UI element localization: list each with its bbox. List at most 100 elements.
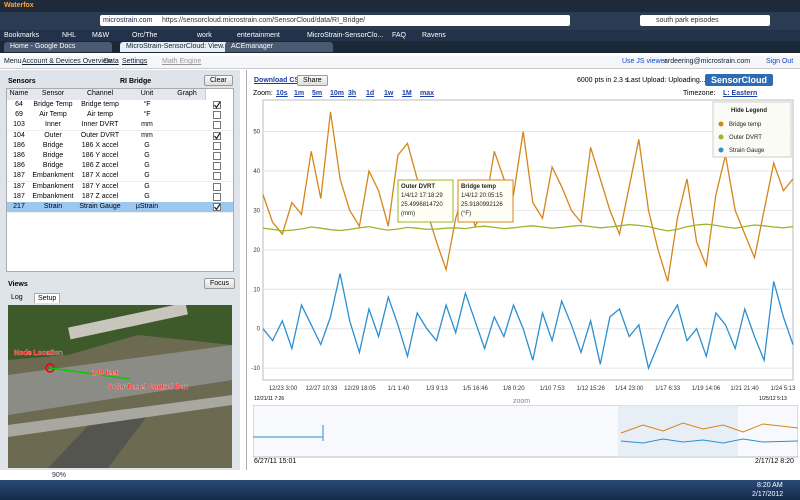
- graph-checkbox[interactable]: [213, 131, 221, 140]
- zoom-option[interactable]: 1m: [294, 90, 305, 97]
- tooltip: [397, 179, 454, 223]
- bookmarks-bar: Bookmarks NHL M&W Orc/The work entertainment M…: [0, 30, 800, 41]
- sensor-cell: Embankment: [32, 182, 74, 190]
- download-csv[interactable]: Download CSV: [254, 77, 304, 84]
- sensor-cell: Embankment: [32, 172, 74, 180]
- sensor-cell: 69: [15, 111, 23, 119]
- nav-end: 2/17/12 8:20: [755, 458, 794, 465]
- share-button[interactable]: Share: [297, 75, 328, 86]
- graph-checkbox[interactable]: [213, 203, 221, 211]
- zoom-option[interactable]: 10s: [276, 90, 288, 97]
- device-name: RI Bridge: [120, 78, 152, 85]
- url: https://sensorcloud.microstrain.com/Sens…: [162, 17, 366, 24]
- navigator: [253, 405, 798, 458]
- zoom-level: 90%: [52, 472, 67, 479]
- timezone-label: Timezone:: [683, 90, 716, 97]
- address-bar[interactable]: microstrain.com https://sensorcloud.micro…: [100, 15, 570, 26]
- zoom-option[interactable]: 3h: [348, 90, 357, 97]
- sensor-row[interactable]: 217 Strain Strain Gauge µStrain: [7, 202, 233, 213]
- menu-item[interactable]: Data: [104, 58, 119, 65]
- sensor-cell: G: [144, 141, 150, 149]
- sensor-cell: Bridge: [42, 152, 64, 159]
- timezone[interactable]: L: Eastern: [723, 90, 758, 97]
- sensor-cell: 187 X accel: [81, 172, 119, 180]
- navigator-window[interactable]: [618, 405, 738, 457]
- series-line: [262, 111, 794, 282]
- sensor-cell: G: [144, 192, 150, 200]
- menu-item: Math Engine: [162, 58, 202, 65]
- column-header: Unit: [125, 89, 170, 100]
- bookmark[interactable]: work: [197, 32, 212, 39]
- tab[interactable]: ACEmanager: [225, 42, 333, 52]
- graph-checkbox[interactable]: [213, 121, 221, 130]
- menu-item[interactable]: Menu: [4, 58, 22, 65]
- menu-right[interactable]: Use JS viewer: [622, 58, 667, 65]
- menu-item[interactable]: Settings: [122, 58, 148, 65]
- navigator-line: [620, 438, 798, 444]
- x-tick-label: 1/3 9:13: [426, 386, 448, 392]
- legend-box: [712, 101, 792, 158]
- app-menu: Menu Account & Devices Overview Data Settin…: [0, 56, 800, 69]
- x-tick-label: 1/8 0:20: [503, 386, 525, 392]
- tab[interactable]: MicroStrain-SensorCloud: View...: [120, 42, 229, 52]
- tooltip-text: 25.4996814720: [401, 202, 443, 208]
- y-tick-label: 40: [253, 169, 260, 175]
- photo-road: [48, 415, 148, 468]
- sensor-cell: G: [144, 182, 150, 190]
- checkbox-box: [213, 152, 221, 160]
- bookmark[interactable]: FAQ: [392, 32, 407, 39]
- zoom-option[interactable]: 1d: [366, 90, 375, 97]
- zoom-option[interactable]: 10m: [330, 90, 345, 97]
- menu-right[interactable]: Sign Out: [766, 58, 794, 65]
- zoom-option[interactable]: 5m: [312, 90, 323, 97]
- zoom-option[interactable]: 1M: [402, 90, 412, 97]
- graph-checkbox[interactable]: [213, 192, 221, 201]
- navigator-zoom[interactable]: zoom: [513, 398, 531, 405]
- checkbox-box: [213, 101, 221, 109]
- series-line: [262, 223, 794, 232]
- focus-button[interactable]: Focus: [204, 278, 236, 289]
- tab-label: Home - Google Docs: [10, 43, 76, 50]
- legend-swatch: [718, 134, 724, 140]
- left-panel: Sensors RI Bridge Clear Name Sensor Channel Un…: [0, 70, 240, 470]
- sensor-cell: mm: [141, 131, 153, 139]
- clear-button[interactable]: Clear: [204, 75, 233, 86]
- sensor-cell: 186 Z accel: [81, 162, 119, 170]
- graph-checkbox[interactable]: [213, 182, 221, 191]
- graph-checkbox[interactable]: [213, 101, 221, 109]
- bookmark[interactable]: M&W: [92, 32, 110, 39]
- sensor-cell: Air temp: [86, 111, 114, 119]
- x-tick-label: 1/21 21:40: [730, 386, 759, 392]
- menu-item[interactable]: Account & Devices Overview: [22, 58, 112, 65]
- search-box[interactable]: south park episodes: [640, 15, 770, 26]
- checkbox-box: [213, 182, 221, 191]
- graph-checkbox[interactable]: [213, 111, 221, 120]
- bookmark[interactable]: entertainment: [237, 32, 280, 39]
- range-start: 12/21/11 7:26: [254, 396, 285, 402]
- graph-checkbox[interactable]: [213, 152, 221, 160]
- bookmark[interactable]: NHL: [62, 32, 77, 39]
- x-tick-label: 1/24 5:13: [770, 386, 796, 392]
- graph-checkbox[interactable]: [213, 141, 221, 150]
- tab[interactable]: Home - Google Docs: [4, 42, 112, 52]
- view-tab[interactable]: Log: [11, 294, 23, 301]
- zoom-option[interactable]: 1w: [384, 90, 394, 97]
- sensor-cell: G: [144, 162, 150, 170]
- bookmark[interactable]: Bookmarks: [4, 32, 40, 39]
- graph-checkbox[interactable]: [213, 162, 221, 171]
- bookmark[interactable]: Ravens: [422, 32, 446, 39]
- x-tick-label: 12/23 3:00: [269, 386, 298, 392]
- checkbox-box: [213, 203, 221, 211]
- check-mark: [214, 101, 221, 109]
- sensor-cell: Outer: [44, 131, 62, 139]
- logo: SensorCloud: [705, 74, 774, 86]
- site-photo: Node Location 140 feet Solar Panel Control…: [8, 305, 232, 468]
- graph-checkbox[interactable]: [213, 172, 221, 181]
- bookmark[interactable]: MicroStrain-SensorClo...: [307, 32, 384, 39]
- bookmark[interactable]: Orc/The: [132, 32, 158, 39]
- sensor-cell: 186 X accel: [81, 141, 119, 149]
- range-end: 1/25/12 5:13: [759, 396, 787, 402]
- zoom-option[interactable]: max: [420, 90, 435, 97]
- view-tab[interactable]: Setup: [34, 293, 61, 303]
